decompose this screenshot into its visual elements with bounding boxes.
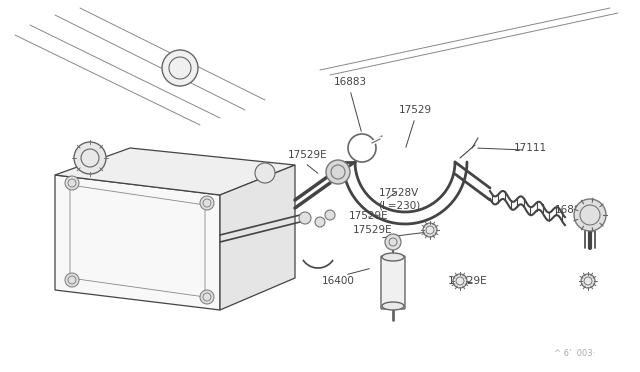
- FancyBboxPatch shape: [381, 256, 405, 309]
- Circle shape: [453, 274, 467, 288]
- Text: 17529: 17529: [399, 105, 431, 115]
- Circle shape: [574, 199, 606, 231]
- Polygon shape: [220, 165, 295, 310]
- Circle shape: [162, 50, 198, 86]
- Polygon shape: [55, 148, 295, 195]
- Circle shape: [200, 196, 214, 210]
- Circle shape: [200, 290, 214, 304]
- Circle shape: [65, 176, 79, 190]
- Circle shape: [74, 142, 106, 174]
- Circle shape: [315, 217, 325, 227]
- Circle shape: [581, 274, 595, 288]
- Text: (L=230): (L=230): [378, 200, 420, 210]
- Circle shape: [65, 273, 79, 287]
- Text: 17529E: 17529E: [448, 276, 488, 286]
- Polygon shape: [55, 175, 220, 310]
- Text: 17529E: 17529E: [288, 150, 328, 160]
- Text: 17111: 17111: [513, 143, 547, 153]
- Circle shape: [299, 212, 311, 224]
- Text: 16883: 16883: [333, 77, 367, 87]
- Text: 17529E: 17529E: [349, 211, 389, 221]
- Circle shape: [325, 210, 335, 220]
- Text: 17528V: 17528V: [379, 188, 419, 198]
- Circle shape: [423, 223, 437, 237]
- Circle shape: [326, 160, 350, 184]
- Text: 17529E: 17529E: [353, 225, 393, 235]
- Ellipse shape: [382, 302, 404, 310]
- Circle shape: [385, 234, 401, 250]
- Text: ^ 6’  003·: ^ 6’ 003·: [554, 349, 595, 358]
- Text: 16400: 16400: [321, 276, 355, 286]
- Ellipse shape: [382, 253, 404, 261]
- Circle shape: [255, 163, 275, 183]
- Text: 16883: 16883: [554, 205, 588, 215]
